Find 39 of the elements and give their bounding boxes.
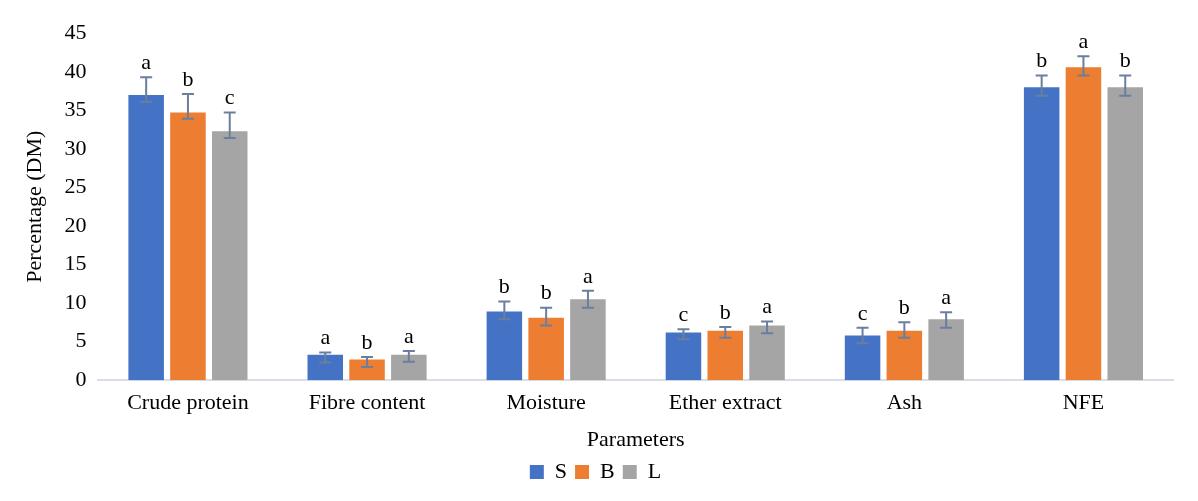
x-axis-title: Parameters [586, 425, 685, 451]
legend-label: S [554, 457, 568, 483]
x-tick-label: Ash [886, 389, 923, 415]
data-label: b [1036, 47, 1048, 73]
y-axis-title: Percentage (DM) [20, 130, 46, 283]
data-label: a [583, 262, 594, 288]
data-label: a [1078, 28, 1089, 54]
legend-label: L [647, 457, 662, 483]
data-label: b [898, 294, 910, 320]
data-label: c [857, 299, 868, 325]
data-label: b [182, 65, 194, 91]
y-tick-label: 5 [75, 327, 87, 353]
y-tick-label: 45 [64, 18, 87, 44]
data-label: a [403, 322, 414, 348]
data-label: a [320, 324, 331, 350]
y-tick-label: 40 [64, 57, 87, 83]
y-tick-label: 35 [64, 96, 87, 122]
data-label: b [540, 279, 552, 305]
x-tick-label: Fibre content [308, 389, 426, 415]
data-label: a [941, 284, 952, 310]
data-label: b [1119, 47, 1131, 73]
x-tick-label: Moisture [506, 389, 586, 415]
y-tick-label: 20 [64, 211, 87, 237]
y-tick-label: 0 [75, 365, 87, 391]
data-label: b [498, 273, 510, 299]
data-label: b [719, 298, 731, 324]
data-label: c [224, 84, 235, 110]
y-tick-label: 10 [64, 288, 87, 314]
data-label: b [361, 328, 373, 354]
x-tick-label: NFE [1062, 389, 1105, 415]
y-tick-label: 15 [64, 250, 87, 276]
data-label: a [762, 293, 773, 319]
x-tick-label: Crude protein [127, 389, 249, 415]
legend-label: B [600, 457, 615, 483]
y-tick-label: 25 [64, 173, 87, 199]
data-label: c [678, 301, 689, 327]
data-label: a [141, 48, 152, 74]
x-tick-label: Ether extract [668, 389, 782, 415]
y-tick-label: 30 [64, 134, 87, 160]
